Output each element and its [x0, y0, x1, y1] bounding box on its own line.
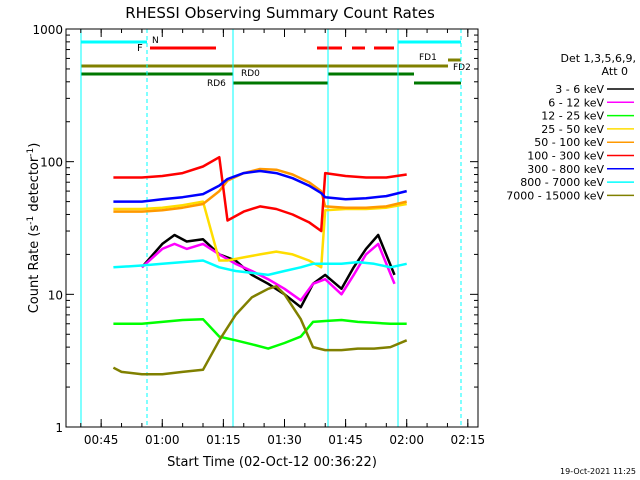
- flag-label-rd0: RD0: [241, 69, 260, 79]
- series-line-8: [113, 259, 407, 277]
- legend-label-4: 25 - 50 keV: [541, 123, 604, 136]
- x-tick-label-5: 02:00: [389, 433, 424, 447]
- y-tick-label-1: 10: [48, 288, 63, 302]
- flag-label-n: N: [152, 36, 159, 46]
- series-line-7: [113, 169, 407, 203]
- legend-label-6: 100 - 300 keV: [527, 150, 604, 163]
- data-series: [112, 155, 408, 376]
- series-line-6: [113, 155, 407, 233]
- legend-label-1: 3 - 6 keV: [555, 83, 604, 96]
- flag-label-fd2: FD2: [453, 63, 471, 73]
- x-tick-label-6: 02:15: [451, 433, 486, 447]
- x-tick-label-2: 01:15: [206, 433, 241, 447]
- y-tick-label-3: 1000: [32, 23, 63, 37]
- x-axis-label: Start Time (02-Oct-12 00:36:22): [167, 455, 377, 470]
- y-tick-label-2: 100: [40, 156, 63, 170]
- flag-bars: N F FD1 FD2 RD0 RD6: [81, 36, 471, 89]
- x-tick-label-0: 00:45: [84, 433, 119, 447]
- legend-label-5: 50 - 100 keV: [534, 136, 604, 149]
- plot-frame: [65, 28, 479, 428]
- legend-header-2: Att 0: [602, 65, 628, 78]
- y-axis-label: Count Rate (s-1 detector-1): [26, 143, 42, 314]
- flag-label-rd6: RD6: [207, 79, 226, 89]
- legend-label-9: 7000 - 15000 keV: [506, 189, 604, 202]
- series-line-1: [140, 233, 396, 309]
- series-line-4: [113, 200, 407, 269]
- legend-label-7: 300 - 800 keV: [527, 163, 604, 176]
- series-line-2: [141, 242, 396, 302]
- legend-label-3: 12 - 25 keV: [541, 110, 604, 123]
- legend-header-1: Det 1,3,5,6,9,: [560, 52, 636, 65]
- series-line-3: [113, 317, 407, 350]
- series-line-5: [113, 167, 407, 213]
- flag-label-f: F: [137, 43, 143, 54]
- y-tick-label-0: 1: [55, 421, 63, 435]
- time-marker-lines: [80, 29, 462, 427]
- x-tick-label-4: 01:45: [328, 433, 363, 447]
- series-line-9: [112, 285, 408, 376]
- x-tick-label-3: 01:30: [267, 433, 302, 447]
- flag-label-fd1: FD1: [419, 53, 437, 63]
- legend-label-2: 6 - 12 keV: [548, 96, 604, 109]
- timestamp: 19-Oct-2021 11:25: [560, 467, 636, 476]
- chart-title: RHESSI Observing Summary Count Rates: [125, 4, 435, 22]
- x-tick-label-1: 01:00: [145, 433, 180, 447]
- legend-label-8: 800 - 7000 keV: [520, 176, 604, 189]
- axis-ticks: 00:45 01:00 01:15 01:30 01:45 02:00 02:15 1 10 10…: [32, 23, 485, 447]
